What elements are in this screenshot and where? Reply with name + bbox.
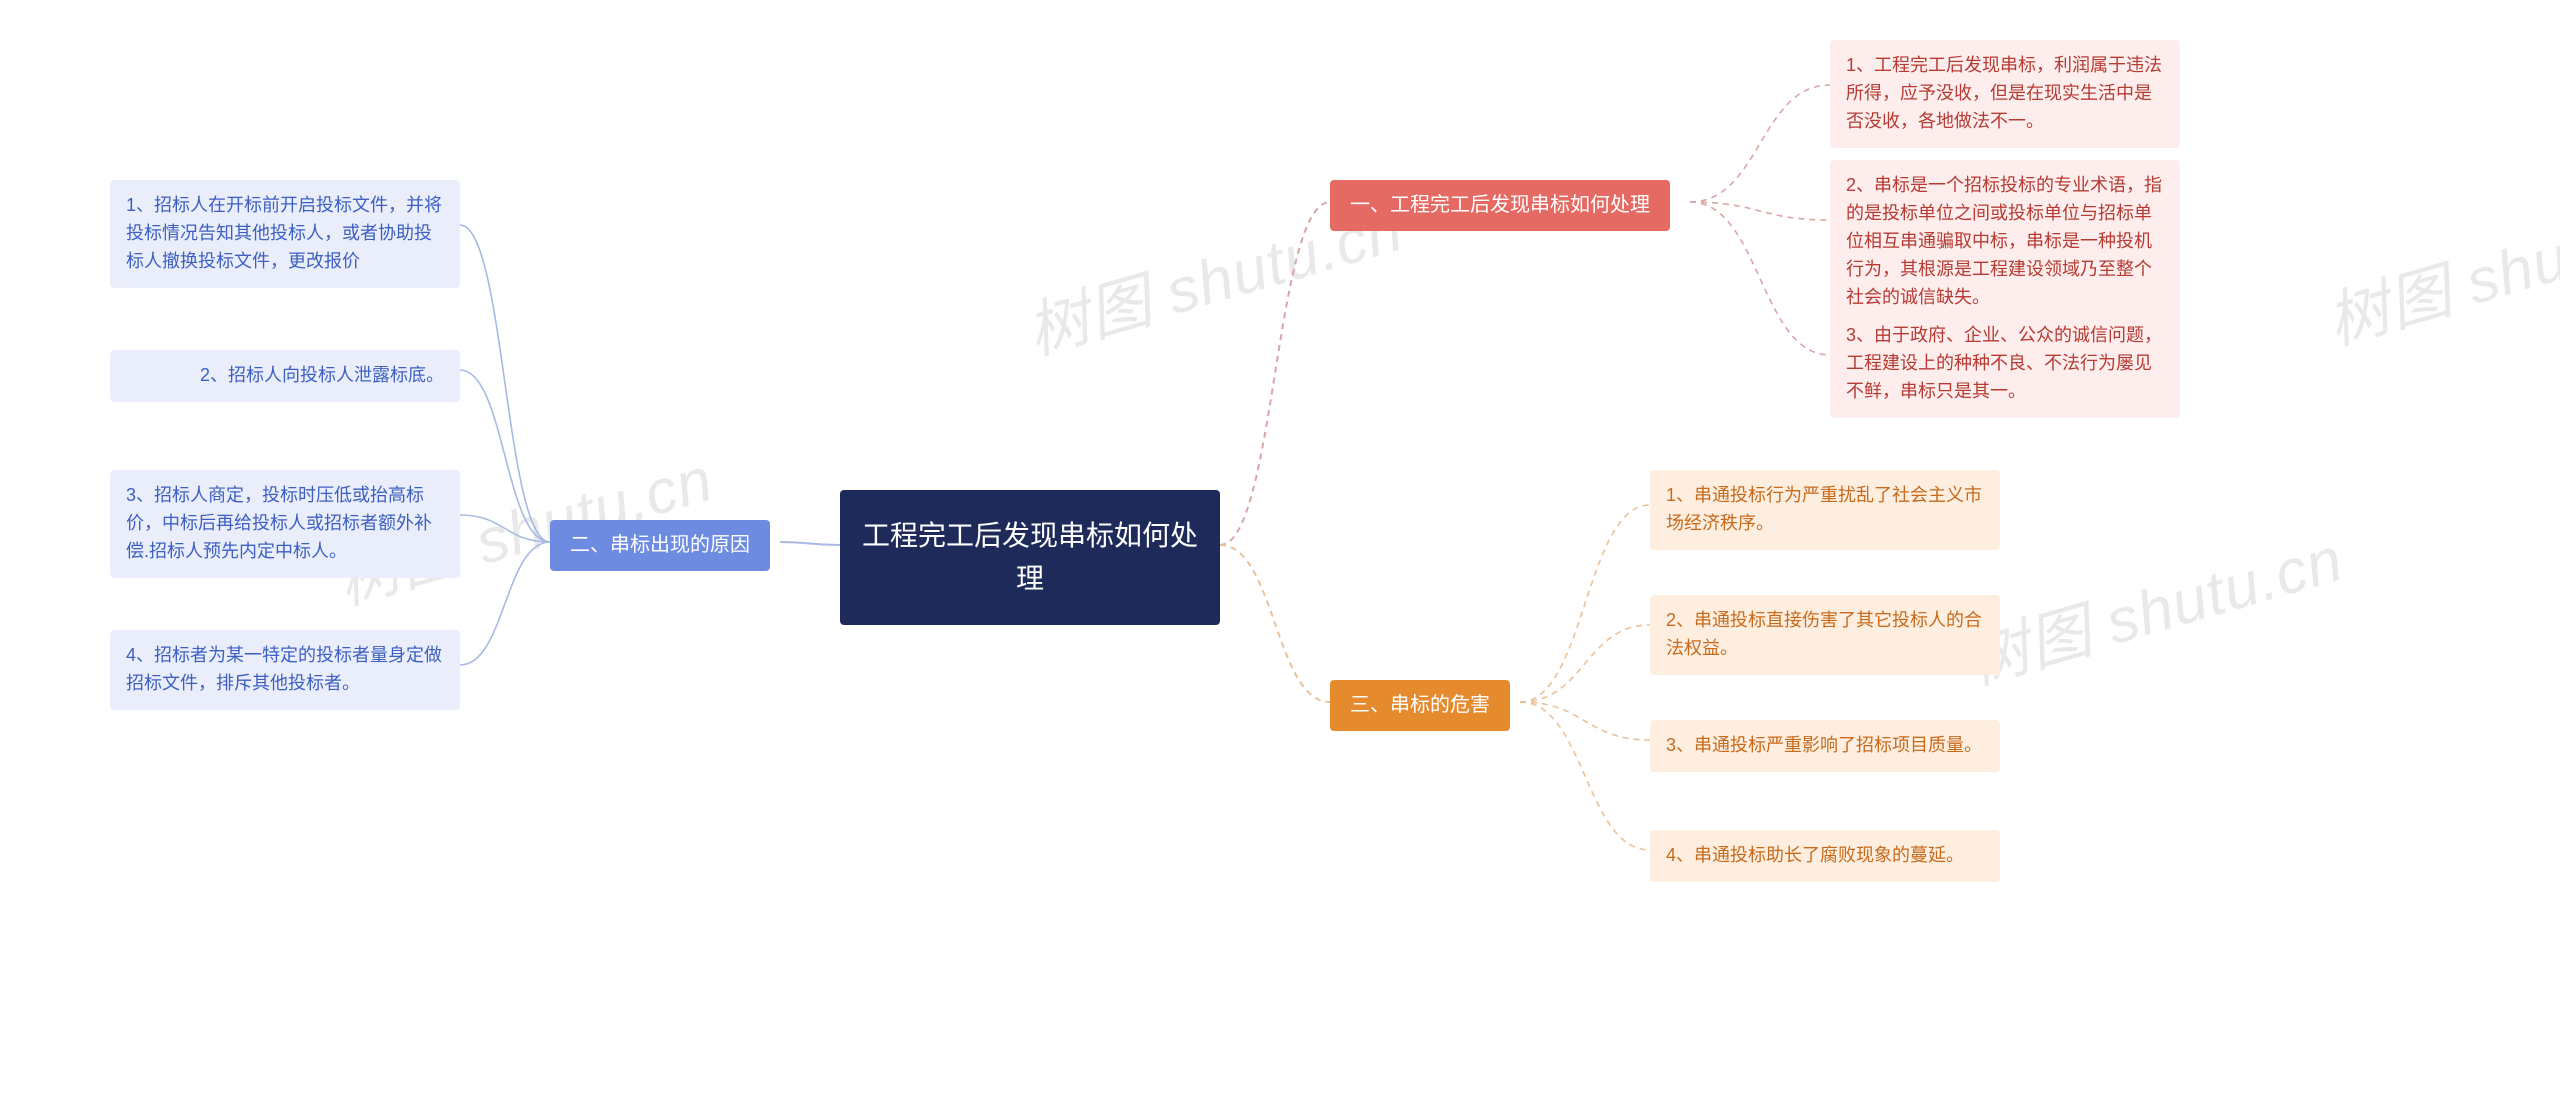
- branch-2-leaf-2: 2、招标人向投标人泄露标底。: [110, 350, 460, 402]
- branch-2-leaf-4: 4、招标者为某一特定的投标者量身定做招标文件，排斥其他投标者。: [110, 630, 460, 710]
- branch-1-leaf-2: 2、串标是一个招标投标的专业术语，指的是投标单位之间或投标单位与招标单位相互串通…: [1830, 160, 2180, 323]
- branch-1-leaf-1: 1、工程完工后发现串标，利润属于违法所得，应予没收，但是在现实生活中是否没收，各…: [1830, 40, 2180, 148]
- branch-1: 一、工程完工后发现串标如何处理: [1330, 180, 1670, 231]
- root-node: 工程完工后发现串标如何处理: [840, 490, 1220, 625]
- branch-2-leaf-3: 3、招标人商定，投标时压低或抬高标价，中标后再给投标人或招标者额外补偿.招标人预…: [110, 470, 460, 578]
- branch-2: 二、串标出现的原因: [550, 520, 770, 571]
- branch-3-leaf-3: 3、串通投标严重影响了招标项目质量。: [1650, 720, 2000, 772]
- branch-1-leaf-3: 3、由于政府、企业、公众的诚信问题，工程建设上的种种不良、不法行为屡见不鲜，串标…: [1830, 310, 2180, 418]
- watermark-4: 树图 shutu.cn: [2315, 168, 2560, 361]
- branch-2-leaf-1: 1、招标人在开标前开启投标文件，并将投标情况告知其他投标人，或者协助投标人撤换投…: [110, 180, 460, 288]
- branch-3-leaf-2: 2、串通投标直接伤害了其它投标人的合法权益。: [1650, 595, 2000, 675]
- branch-3-leaf-1: 1、串通投标行为严重扰乱了社会主义市场经济秩序。: [1650, 470, 2000, 550]
- branch-3: 三、串标的危害: [1330, 680, 1510, 731]
- watermark-3: 树图 shutu.cn: [1955, 508, 2351, 701]
- branch-3-leaf-4: 4、串通投标助长了腐败现象的蔓延。: [1650, 830, 2000, 882]
